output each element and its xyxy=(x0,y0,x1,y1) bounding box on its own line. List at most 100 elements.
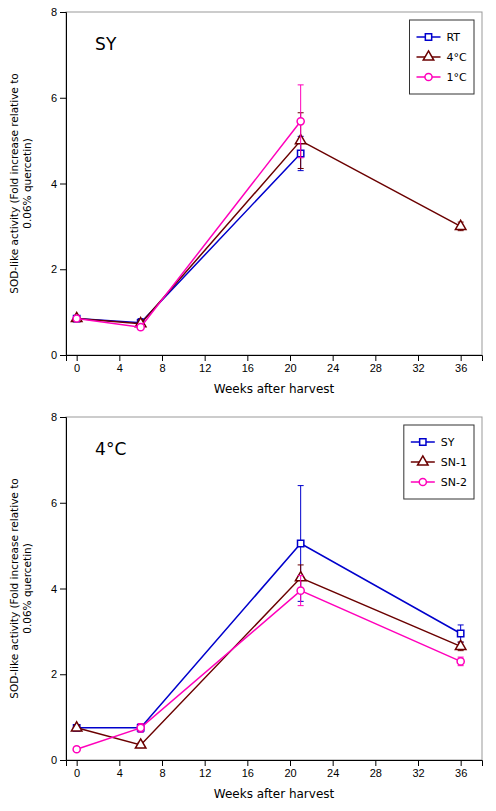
error-bar xyxy=(138,724,144,733)
y-tick: 4 xyxy=(51,178,66,190)
error-bar xyxy=(298,85,304,158)
x-tick-label: 24 xyxy=(327,767,339,779)
legend-item: 4°C xyxy=(417,51,467,64)
series-line xyxy=(77,121,301,327)
y-tick: 2 xyxy=(51,668,66,680)
x-tick-mark xyxy=(333,760,334,766)
x-tick-mark xyxy=(247,355,248,361)
y-axis: 02468 xyxy=(51,411,67,766)
x-tick-mark xyxy=(77,355,78,361)
legend-label: SN-1 xyxy=(441,456,467,469)
legend-label: SN-2 xyxy=(441,476,467,489)
x-tick-label: 4 xyxy=(117,767,123,779)
x-axis: 04812162024283236 xyxy=(67,760,483,779)
y-tick-mark xyxy=(60,269,66,270)
x-tick: 8 xyxy=(159,355,165,374)
x-tick-label: 36 xyxy=(455,362,467,374)
legend-symbol xyxy=(425,34,431,40)
legend-item: RT xyxy=(417,31,461,44)
point xyxy=(297,587,304,594)
point xyxy=(455,640,466,649)
x-axis-title: Weeks after harvest xyxy=(214,382,335,396)
error-bar xyxy=(138,325,144,330)
y-axis-title-line: SOD-like activity (Fold increase relativ… xyxy=(8,478,20,698)
legend-item: 1°C xyxy=(417,71,467,84)
legend-symbol xyxy=(425,73,432,80)
point xyxy=(458,630,464,636)
point xyxy=(298,540,304,546)
y-tick-label: 8 xyxy=(51,6,57,18)
x-tick-mark xyxy=(119,760,120,766)
series xyxy=(71,113,466,327)
error-bar-cap xyxy=(298,485,304,486)
error-bar-cap xyxy=(298,84,304,85)
point xyxy=(74,315,80,321)
legend-symbol xyxy=(418,456,429,465)
x-tick-label: 32 xyxy=(412,362,424,374)
y-tick-mark xyxy=(60,355,66,356)
x-tick: 32 xyxy=(412,355,424,374)
y-tick-mark xyxy=(60,184,66,185)
y-tick: 2 xyxy=(51,263,66,275)
error-bar-cap xyxy=(298,575,304,576)
error-bar-cap xyxy=(298,605,304,606)
x-tick-label: 4 xyxy=(117,362,123,374)
x-tick-label: 12 xyxy=(199,767,211,779)
point xyxy=(457,658,464,665)
series xyxy=(71,565,466,748)
y-axis: 02468 xyxy=(51,6,67,361)
x-tick-label: 28 xyxy=(370,767,382,779)
error-bar xyxy=(298,576,304,606)
y-tick-label: 2 xyxy=(51,263,57,275)
y-tick-mark xyxy=(60,674,66,675)
legend-box xyxy=(410,20,474,94)
legend-item: SN-2 xyxy=(411,476,467,489)
y-axis-line xyxy=(60,418,67,761)
y-tick-label: 0 xyxy=(51,349,57,361)
point xyxy=(138,725,144,731)
series xyxy=(73,85,304,331)
x-tick: 16 xyxy=(242,355,254,374)
x-tick-mark xyxy=(290,760,291,766)
series xyxy=(74,486,464,733)
error-bar-cap xyxy=(458,624,464,625)
x-tick-mark xyxy=(77,760,78,766)
error-bar xyxy=(138,724,144,733)
y-tick-mark xyxy=(60,760,66,761)
x-tick-label: 16 xyxy=(242,767,254,779)
x-tick: 12 xyxy=(199,760,211,779)
x-tick-mark xyxy=(247,760,248,766)
y-tick: 6 xyxy=(51,497,66,509)
x-tick-mark xyxy=(461,355,462,361)
plot-frame xyxy=(66,417,482,760)
x-tick-mark xyxy=(205,760,206,766)
y-tick: 8 xyxy=(51,6,66,18)
legend-item: SY xyxy=(411,436,455,449)
x-tick: 32 xyxy=(412,760,424,779)
x-tick-label: 36 xyxy=(455,767,467,779)
legend: RT 4°C 1°C xyxy=(410,20,474,94)
x-tick: 16 xyxy=(242,760,254,779)
x-tick: 24 xyxy=(327,760,339,779)
point xyxy=(73,746,80,753)
y-tick-mark xyxy=(60,417,66,418)
x-tick: 8 xyxy=(159,760,165,779)
legend-box xyxy=(404,425,474,499)
x-tick-label: 16 xyxy=(242,362,254,374)
y-axis-title: SOD-like activity (Fold increase relativ… xyxy=(8,478,33,698)
series-line xyxy=(77,141,461,324)
x-tick-label: 12 xyxy=(199,362,211,374)
point xyxy=(71,722,82,731)
x-axis-line xyxy=(67,356,483,362)
legend-label: RT xyxy=(447,31,461,44)
y-tick-label: 4 xyxy=(51,583,57,595)
x-tick-mark xyxy=(162,760,163,766)
error-bar xyxy=(458,657,464,666)
error-bar-cap xyxy=(298,168,304,169)
point xyxy=(137,324,144,331)
x-tick-label: 8 xyxy=(159,362,165,374)
legend-label: SY xyxy=(441,436,455,449)
x-tick-mark xyxy=(461,760,462,766)
legend: SY SN-1 SN-2 xyxy=(404,425,474,499)
series-line xyxy=(77,591,461,750)
